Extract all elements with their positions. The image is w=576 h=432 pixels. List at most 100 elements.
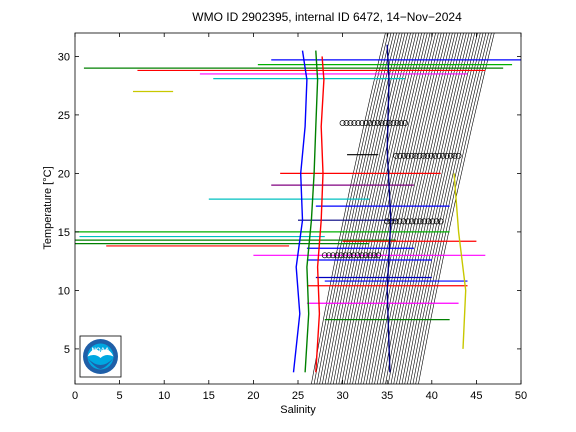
circle-marker bbox=[363, 120, 369, 127]
circle-marker bbox=[421, 218, 428, 225]
circle-marker bbox=[437, 218, 444, 225]
y-tick-label: 5 bbox=[64, 344, 70, 356]
x-tick-label: 50 bbox=[515, 390, 527, 402]
density-contour bbox=[352, 33, 428, 384]
x-tick-label: 5 bbox=[117, 390, 123, 402]
circle-marker bbox=[398, 120, 405, 127]
circle-marker bbox=[382, 120, 389, 127]
profile-series bbox=[292, 44, 467, 373]
circle-marker bbox=[359, 120, 366, 127]
circle-marker bbox=[425, 218, 432, 225]
density-contour bbox=[404, 33, 481, 384]
x-tick-label: 20 bbox=[247, 390, 259, 402]
circle-marker bbox=[413, 218, 419, 225]
circle-marker bbox=[436, 152, 442, 159]
circle-marker bbox=[355, 120, 362, 127]
chart-title: WMO ID 2902395, internal ID 6472, 14−Nov… bbox=[192, 10, 462, 24]
circle-marker bbox=[390, 120, 397, 127]
x-tick-label: 35 bbox=[381, 390, 393, 402]
density-contour bbox=[409, 33, 487, 384]
density-contour bbox=[418, 33, 495, 384]
circle-marker bbox=[428, 152, 435, 159]
y-tick-label: 15 bbox=[58, 227, 70, 239]
circle-marker bbox=[443, 152, 450, 159]
y-tick-label: 25 bbox=[58, 110, 70, 122]
density-contour bbox=[360, 33, 436, 384]
density-contour bbox=[385, 33, 462, 384]
circle-marker bbox=[378, 120, 385, 127]
circle-marker bbox=[330, 252, 336, 259]
x-tick-label: 25 bbox=[292, 390, 304, 402]
density-contour bbox=[407, 33, 484, 384]
circle-marker bbox=[394, 120, 401, 127]
circle-marker bbox=[371, 252, 378, 259]
circle-marker bbox=[433, 218, 440, 225]
x-tick-label: 40 bbox=[426, 390, 438, 402]
x-axis-label: Salinity bbox=[280, 404, 316, 416]
density-contour bbox=[368, 33, 445, 384]
circle-marker bbox=[338, 252, 345, 259]
horizontal-spikes bbox=[75, 59, 521, 321]
circle-marker bbox=[447, 152, 454, 159]
density-contour bbox=[382, 33, 459, 384]
circle-marker bbox=[346, 252, 353, 259]
circle-marker bbox=[374, 120, 381, 127]
density-contour bbox=[390, 33, 467, 384]
series-line bbox=[292, 50, 308, 373]
y-axis-ticks: 5 10 15 20 25 30 bbox=[58, 51, 521, 356]
circle-marker bbox=[396, 218, 403, 225]
circle-marker bbox=[397, 152, 403, 159]
circle-marker bbox=[366, 120, 373, 127]
circle-marker bbox=[350, 252, 357, 259]
circle-marker bbox=[424, 152, 431, 159]
circle-marker bbox=[354, 252, 361, 259]
x-tick-label: 10 bbox=[158, 390, 170, 402]
logo-text: NOAA bbox=[92, 348, 110, 354]
circle-marker bbox=[388, 218, 395, 225]
circle-marker bbox=[417, 218, 424, 225]
circle-markers bbox=[321, 120, 462, 259]
density-contour bbox=[396, 33, 473, 384]
circle-marker bbox=[358, 252, 365, 259]
density-contour bbox=[376, 33, 453, 384]
y-tick-label: 20 bbox=[58, 168, 70, 180]
density-contour bbox=[374, 33, 450, 384]
density-contour bbox=[344, 33, 420, 384]
density-contour bbox=[387, 33, 464, 384]
density-contour bbox=[398, 33, 475, 384]
x-axis-ticks: 0 5 10 15 20 25 30 35 40 45 50 bbox=[72, 33, 527, 402]
circle-marker bbox=[412, 152, 419, 159]
series-line bbox=[304, 50, 319, 373]
circle-marker bbox=[362, 252, 369, 259]
circle-marker bbox=[384, 218, 391, 225]
circle-marker bbox=[400, 218, 407, 225]
circle-marker bbox=[416, 152, 423, 159]
circle-marker bbox=[420, 152, 427, 159]
density-contour bbox=[371, 33, 448, 384]
circle-marker bbox=[375, 252, 382, 259]
density-contour bbox=[393, 33, 470, 384]
circle-marker bbox=[404, 218, 411, 225]
circle-marker bbox=[432, 152, 439, 159]
density-contour bbox=[349, 33, 425, 384]
density-contour bbox=[363, 33, 439, 384]
circle-marker bbox=[321, 252, 328, 259]
y-axis-label: Temperature [°C] bbox=[42, 166, 54, 249]
circle-marker bbox=[455, 152, 462, 159]
x-tick-label: 0 bbox=[72, 390, 78, 402]
density-contour bbox=[401, 33, 478, 384]
circle-marker bbox=[370, 120, 377, 127]
x-tick-label: 30 bbox=[336, 390, 348, 402]
density-contour bbox=[341, 33, 417, 384]
noaa-logo: NOAA bbox=[79, 335, 122, 378]
circle-marker bbox=[351, 120, 358, 127]
y-tick-label: 30 bbox=[58, 51, 70, 63]
circle-marker bbox=[343, 120, 350, 127]
circle-marker bbox=[325, 252, 332, 259]
circle-marker bbox=[400, 152, 407, 159]
circle-marker bbox=[393, 152, 400, 159]
y-tick-label: 10 bbox=[58, 285, 70, 297]
circle-marker bbox=[408, 218, 415, 225]
circle-marker bbox=[347, 120, 354, 127]
